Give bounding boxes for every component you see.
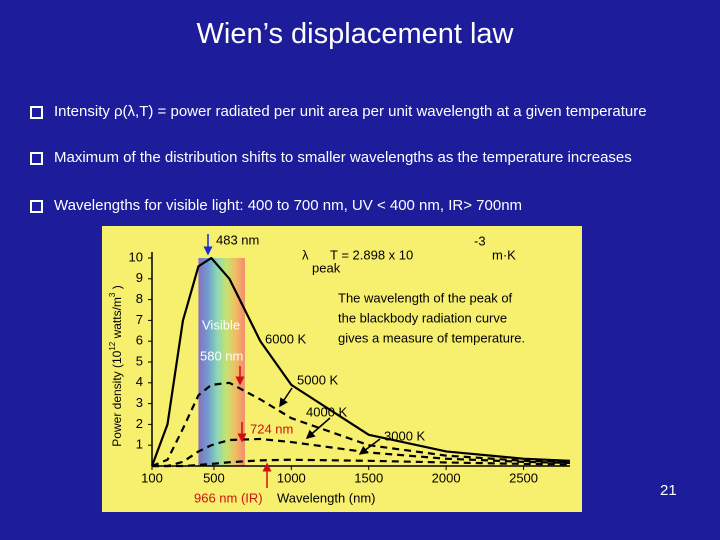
bullet: Wavelengths for visible light: 400 to 70… <box>54 197 523 214</box>
y-tick-label: 5 <box>136 353 143 368</box>
y-axis-label-part: 3 <box>108 292 117 297</box>
bullet-icon <box>30 200 43 213</box>
y-tick-label: 7 <box>136 312 143 327</box>
y-axis-label-part: 12 <box>108 341 117 350</box>
bullet: Maximum of the distribution shifts to sm… <box>54 149 632 166</box>
y-tick-label: 6 <box>136 333 143 348</box>
note-line: the blackbody radiation curve <box>338 310 507 325</box>
arrow <box>358 438 381 455</box>
arrow <box>279 387 293 408</box>
annotation: 580 nm <box>200 348 243 363</box>
y-tick-label: 10 <box>129 249 143 264</box>
annotation: 5000 K <box>297 372 339 387</box>
page-number: 21 <box>660 482 677 499</box>
note-line: gives a measure of temperature. <box>338 330 525 345</box>
x-tick-label: 1000 <box>277 470 306 485</box>
annotation: 724 nm <box>250 421 293 436</box>
x-tick-label: 100 <box>141 470 163 485</box>
series-line <box>150 256 571 467</box>
y-tick-label: 9 <box>136 270 143 285</box>
arrow <box>305 417 331 439</box>
equation-part: T = 2.898 x 10 <box>330 247 413 262</box>
note-line: The wavelength of the peak of <box>338 290 513 305</box>
series-line <box>152 458 571 468</box>
x-tick-label: 500 <box>203 470 225 485</box>
annotation: Visible <box>202 317 240 332</box>
slide-title: Wien’s displacement law <box>196 18 514 50</box>
y-tick-label: 4 <box>136 374 143 389</box>
y-axis-label: Power density (1012 watts/m3 ) <box>108 285 124 446</box>
y-tick-label: 3 <box>136 395 143 410</box>
equation-part: λ <box>302 247 309 262</box>
annotation: 966 nm (IR) <box>194 490 263 505</box>
y-tick-label: 1 <box>136 437 143 452</box>
y-tick-label: 8 <box>136 291 143 306</box>
chart-background <box>102 226 582 512</box>
x-tick-label: 1500 <box>354 470 383 485</box>
annotation: 3000 K <box>384 428 426 443</box>
equation-part: peak <box>312 260 341 275</box>
x-tick-label: 2000 <box>432 470 461 485</box>
equation-part: -3 <box>474 233 486 248</box>
annotation: 6000 K <box>265 331 307 346</box>
annotation: 483 nm <box>216 232 259 247</box>
equation-part: m·K <box>492 247 516 262</box>
bullet-icon <box>30 106 43 119</box>
y-axis-label-part: watts/m <box>110 297 124 342</box>
y-axis-label-part: Power density (10 <box>110 350 124 446</box>
annotation: 4000 K <box>306 404 348 419</box>
x-axis-label: Wavelength (nm) <box>277 490 376 505</box>
y-tick-label: 2 <box>136 416 143 431</box>
bullet-icon <box>30 152 43 165</box>
bullet: Intensity ρ(λ,T) = power radiated per un… <box>54 103 647 120</box>
y-axis-label-part: ) <box>110 285 124 292</box>
x-tick-label: 2500 <box>509 470 538 485</box>
